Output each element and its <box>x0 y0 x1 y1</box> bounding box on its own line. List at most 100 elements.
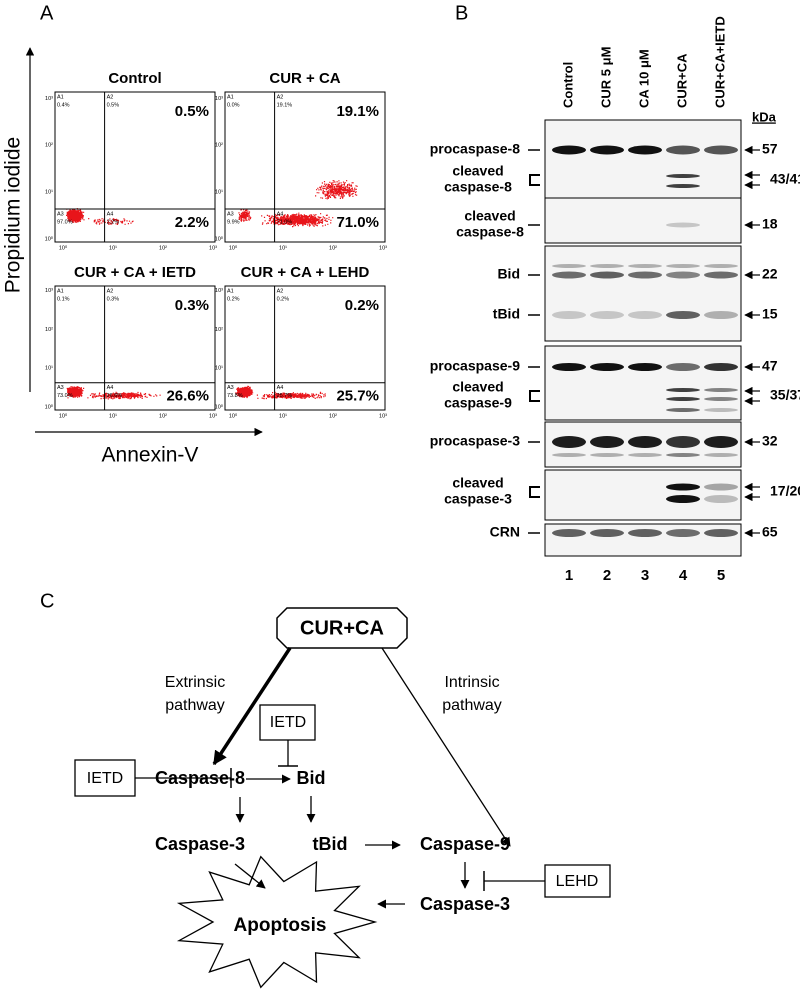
band <box>590 311 624 319</box>
size-label: 35/37 <box>770 387 800 403</box>
node-label: Caspase-9 <box>420 834 510 854</box>
pathway-diagram <box>74 607 611 989</box>
band <box>628 363 662 371</box>
plot-frame <box>54 285 216 411</box>
quadrant-value: 71.0% <box>277 219 293 225</box>
node-label: Caspase-8 <box>155 768 245 788</box>
plot-title: CUR + CA + LEHD <box>241 264 370 281</box>
inhibitor-label: IETD <box>87 770 123 787</box>
quadrant-value: 0.3% <box>107 296 120 302</box>
plot-frame <box>224 285 386 411</box>
row-label: caspase-9 <box>444 395 512 411</box>
size-label: 17/20 <box>770 483 800 499</box>
quadrant-value: 0.2% <box>227 296 240 302</box>
quadrant-percent: 0.5% <box>175 103 209 120</box>
row-label: CRN <box>490 524 520 540</box>
band <box>552 453 586 457</box>
y-tick-label: 10⁰ <box>215 403 224 410</box>
lane-number: 5 <box>717 567 725 584</box>
row-label: cleaved <box>464 208 515 224</box>
band <box>704 388 738 392</box>
band <box>590 453 624 457</box>
lane-label: CUR+CA <box>674 53 689 108</box>
flow-plot: Control A1 0.4% A2 0.5% A3 97.0% A4 2.2% 0.5% 2.2%… <box>45 70 217 251</box>
x-tick-label: 10¹ <box>109 413 117 419</box>
band <box>590 264 624 268</box>
x-axis-title: Annexin-V <box>102 444 199 467</box>
x-tick-label: 10² <box>329 245 337 251</box>
band <box>666 529 700 537</box>
band <box>666 271 700 279</box>
band <box>552 436 586 448</box>
quadrant-name: A4 <box>107 385 114 391</box>
row-label: tBid <box>493 306 520 322</box>
lane-number: 2 <box>603 567 611 584</box>
row-label: procaspase-8 <box>430 141 520 157</box>
y-tick-label: 10² <box>45 327 53 333</box>
y-tick-label: 10² <box>215 143 223 149</box>
x-tick-label: 10¹ <box>279 245 287 251</box>
y-tick-label: 10³ <box>45 96 53 102</box>
band <box>704 483 738 491</box>
x-tick-label: 10⁰ <box>229 412 238 419</box>
quadrant-value: 0.2% <box>277 296 290 302</box>
row-label: Bid <box>497 266 520 282</box>
band <box>552 311 586 319</box>
band <box>590 436 624 448</box>
lane-label: Control <box>560 62 575 108</box>
quadrant-percent: 0.2% <box>345 297 379 314</box>
band <box>552 363 586 371</box>
blot-panel <box>544 345 742 421</box>
quadrant-percent: 0.3% <box>175 297 209 314</box>
band <box>552 529 586 537</box>
row-label: caspase-8 <box>444 179 512 195</box>
band <box>666 483 700 491</box>
x-tick-label: 10⁰ <box>59 412 68 419</box>
quadrant-value: 19.1% <box>277 102 293 108</box>
band <box>704 264 738 268</box>
quadrant-name: A1 <box>57 94 64 100</box>
band <box>628 436 662 448</box>
band <box>666 388 700 392</box>
band <box>590 271 624 279</box>
size-label: 57 <box>762 141 778 157</box>
row-label: cleaved <box>452 163 503 179</box>
flow-plot: CUR + CA A1 0.0% A2 19.1% A3 9.9% A4 71.0% 19.1% 7… <box>215 70 387 251</box>
x-tick-label: 10¹ <box>109 245 117 251</box>
bracket <box>529 486 540 498</box>
band <box>704 529 738 537</box>
row-label: cleaved <box>452 379 503 395</box>
stimulus-label: CUR+CA <box>300 617 384 639</box>
arrow <box>212 647 292 766</box>
quadrant-name: A1 <box>57 288 64 294</box>
row-label: caspase-8 <box>456 224 524 240</box>
y-tick-label: 10⁰ <box>45 403 54 410</box>
panel-label: B <box>455 2 468 24</box>
lane-number: 1 <box>565 567 573 584</box>
node-label: Caspase-3 <box>420 894 510 914</box>
arrow <box>234 863 266 889</box>
lane-label: CUR+CA+IETD <box>712 16 727 108</box>
blot-panel <box>544 469 742 521</box>
bracket <box>529 174 540 186</box>
quadrant-name: A1 <box>227 288 234 294</box>
x-tick-label: 10³ <box>379 245 387 251</box>
quadrant-value: 9.9% <box>227 219 240 225</box>
lane-number: 3 <box>641 567 649 584</box>
quadrant-name: A3 <box>57 385 64 391</box>
quadrant-percent: 26.6% <box>166 388 209 405</box>
y-tick-label: 10¹ <box>45 366 53 372</box>
x-tick-label: 10⁰ <box>59 244 68 251</box>
band <box>628 271 662 279</box>
size-label: 32 <box>762 433 778 449</box>
band <box>590 145 624 155</box>
band <box>666 408 700 412</box>
band <box>666 145 700 155</box>
band <box>704 145 738 155</box>
plot-title: Control <box>108 70 161 87</box>
y-tick-label: 10⁰ <box>45 235 54 242</box>
band <box>704 311 738 319</box>
x-tick-label: 10¹ <box>279 413 287 419</box>
blot-panel <box>544 197 742 244</box>
band <box>704 495 738 503</box>
